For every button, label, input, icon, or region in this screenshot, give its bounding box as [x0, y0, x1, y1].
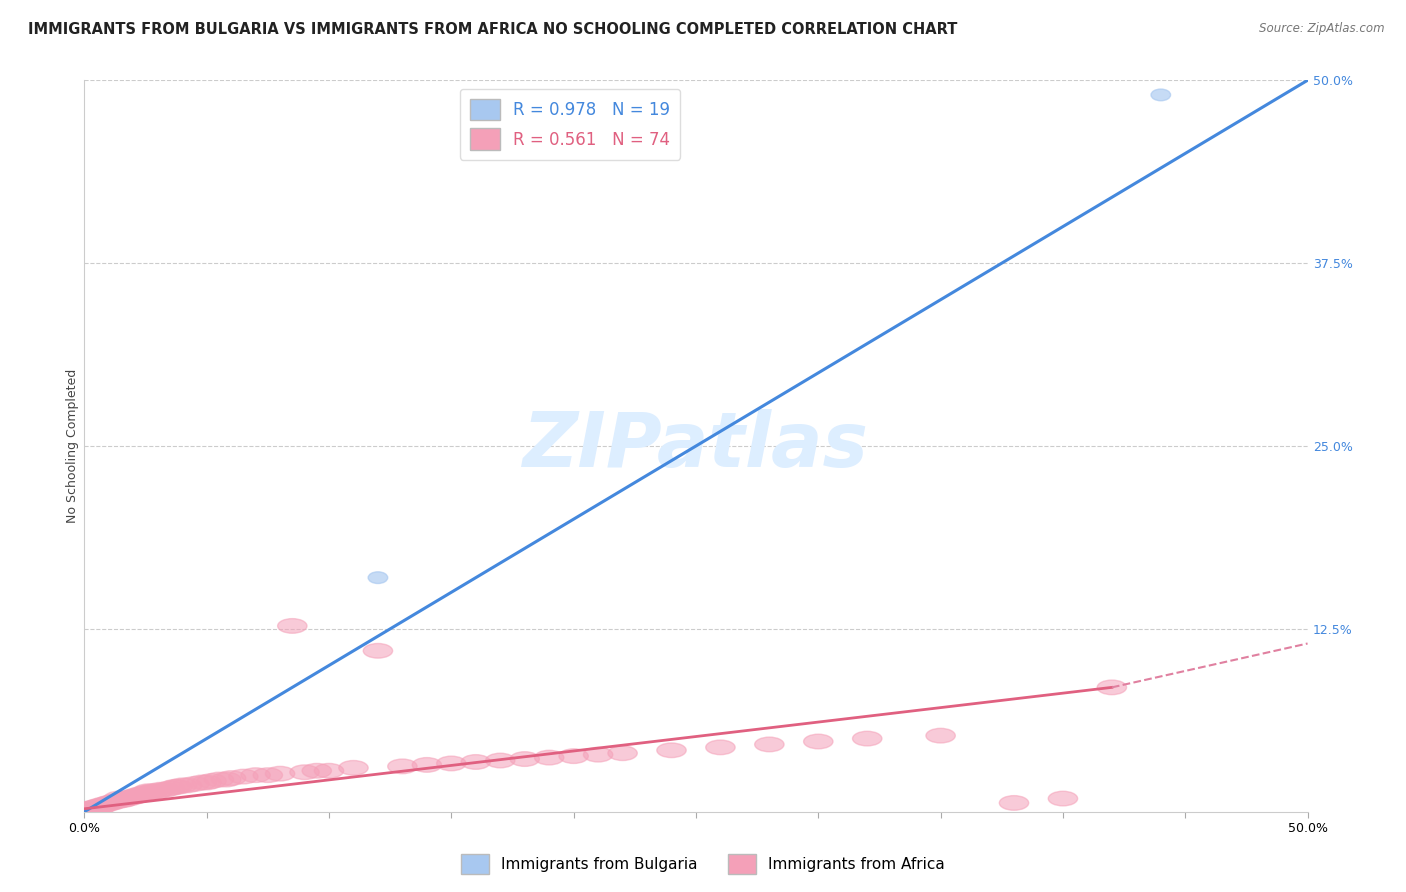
Ellipse shape — [80, 803, 98, 814]
Ellipse shape — [87, 798, 117, 814]
Ellipse shape — [253, 768, 283, 782]
Ellipse shape — [80, 805, 98, 816]
Ellipse shape — [160, 780, 190, 794]
Ellipse shape — [461, 755, 491, 769]
Ellipse shape — [804, 734, 832, 748]
Ellipse shape — [167, 778, 197, 793]
Ellipse shape — [117, 789, 146, 805]
Ellipse shape — [77, 805, 97, 818]
Ellipse shape — [368, 572, 388, 583]
Ellipse shape — [84, 798, 114, 814]
Ellipse shape — [150, 782, 180, 797]
Ellipse shape — [94, 796, 124, 810]
Ellipse shape — [657, 743, 686, 757]
Ellipse shape — [229, 769, 259, 784]
Ellipse shape — [98, 794, 128, 809]
Ellipse shape — [104, 791, 134, 805]
Ellipse shape — [143, 784, 173, 798]
Text: Source: ZipAtlas.com: Source: ZipAtlas.com — [1260, 22, 1385, 36]
Ellipse shape — [75, 802, 104, 816]
Ellipse shape — [155, 781, 184, 796]
Ellipse shape — [97, 796, 127, 810]
Ellipse shape — [1049, 791, 1077, 805]
Ellipse shape — [136, 785, 165, 800]
Ellipse shape — [89, 797, 118, 812]
Ellipse shape — [118, 789, 148, 805]
Ellipse shape — [77, 805, 97, 818]
Ellipse shape — [82, 803, 101, 814]
Ellipse shape — [927, 729, 955, 743]
Ellipse shape — [80, 805, 98, 816]
Ellipse shape — [363, 643, 392, 658]
Ellipse shape — [82, 803, 101, 814]
Ellipse shape — [193, 775, 221, 789]
Text: ZIPatlas: ZIPatlas — [523, 409, 869, 483]
Ellipse shape — [852, 731, 882, 746]
Ellipse shape — [77, 802, 107, 816]
Ellipse shape — [114, 791, 143, 805]
Ellipse shape — [755, 737, 785, 752]
Text: IMMIGRANTS FROM BULGARIA VS IMMIGRANTS FROM AFRICA NO SCHOOLING COMPLETED CORREL: IMMIGRANTS FROM BULGARIA VS IMMIGRANTS F… — [28, 22, 957, 37]
Legend: Immigrants from Bulgaria, Immigrants from Africa: Immigrants from Bulgaria, Immigrants fro… — [456, 848, 950, 880]
Y-axis label: No Schooling Completed: No Schooling Completed — [66, 369, 79, 523]
Ellipse shape — [80, 800, 108, 814]
Ellipse shape — [217, 771, 246, 785]
Ellipse shape — [138, 784, 167, 798]
Ellipse shape — [82, 805, 101, 816]
Ellipse shape — [1000, 796, 1029, 810]
Ellipse shape — [534, 750, 564, 765]
Ellipse shape — [211, 772, 240, 787]
Ellipse shape — [607, 746, 637, 761]
Ellipse shape — [706, 740, 735, 755]
Ellipse shape — [290, 765, 319, 780]
Ellipse shape — [560, 748, 588, 764]
Ellipse shape — [121, 789, 150, 803]
Ellipse shape — [80, 805, 98, 816]
Ellipse shape — [180, 777, 209, 791]
Ellipse shape — [197, 773, 226, 789]
Ellipse shape — [72, 803, 101, 818]
Ellipse shape — [111, 791, 141, 805]
Ellipse shape — [77, 805, 97, 816]
Ellipse shape — [80, 805, 98, 816]
Ellipse shape — [485, 753, 515, 768]
Ellipse shape — [388, 759, 418, 773]
Ellipse shape — [146, 782, 174, 797]
Ellipse shape — [187, 775, 217, 789]
Ellipse shape — [77, 805, 97, 818]
Ellipse shape — [173, 778, 202, 793]
Ellipse shape — [77, 805, 97, 818]
Ellipse shape — [302, 764, 332, 778]
Ellipse shape — [266, 766, 295, 781]
Ellipse shape — [583, 747, 613, 762]
Ellipse shape — [134, 784, 163, 798]
Ellipse shape — [108, 793, 138, 807]
Ellipse shape — [107, 793, 136, 807]
Ellipse shape — [204, 772, 233, 787]
Ellipse shape — [1152, 89, 1171, 101]
Ellipse shape — [72, 803, 101, 818]
Ellipse shape — [77, 805, 97, 816]
Legend: R = 0.978   N = 19, R = 0.561   N = 74: R = 0.978 N = 19, R = 0.561 N = 74 — [460, 88, 681, 160]
Ellipse shape — [91, 797, 121, 812]
Ellipse shape — [163, 780, 193, 794]
Ellipse shape — [437, 756, 465, 771]
Ellipse shape — [77, 802, 107, 816]
Ellipse shape — [339, 761, 368, 775]
Ellipse shape — [80, 805, 98, 816]
Ellipse shape — [315, 764, 343, 778]
Ellipse shape — [510, 752, 540, 766]
Ellipse shape — [82, 803, 101, 814]
Ellipse shape — [101, 794, 131, 809]
Ellipse shape — [124, 789, 153, 803]
Ellipse shape — [82, 800, 111, 814]
Ellipse shape — [1097, 680, 1126, 695]
Ellipse shape — [412, 757, 441, 772]
Ellipse shape — [84, 802, 114, 816]
Ellipse shape — [240, 768, 270, 782]
Ellipse shape — [84, 802, 104, 814]
Ellipse shape — [277, 619, 307, 633]
Ellipse shape — [127, 787, 155, 802]
Ellipse shape — [131, 785, 160, 800]
